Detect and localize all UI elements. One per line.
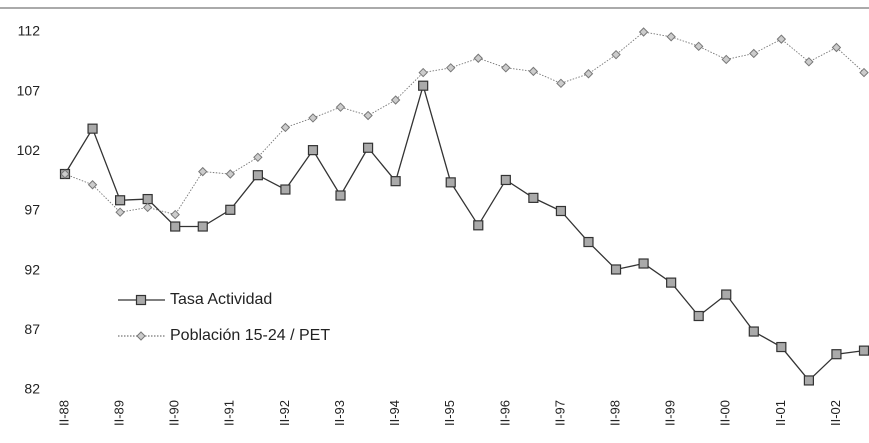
legend-label: Tasa Actividad xyxy=(170,291,272,308)
data-point xyxy=(170,209,180,220)
data-point xyxy=(142,193,153,205)
data-point xyxy=(390,176,401,187)
data-point xyxy=(87,180,98,190)
data-point xyxy=(142,202,153,213)
y-tick-label: 87 xyxy=(24,321,40,337)
y-tick-label: 112 xyxy=(18,23,41,39)
data-point xyxy=(362,142,374,153)
data-point xyxy=(446,63,456,73)
data-point xyxy=(280,184,291,195)
data-point xyxy=(198,166,208,177)
x-tick-label: II-88 xyxy=(56,400,71,426)
data-point xyxy=(280,122,291,133)
data-point xyxy=(555,205,567,217)
data-point xyxy=(859,67,869,78)
x-tick-label: II-93 xyxy=(332,400,347,426)
data-point xyxy=(87,123,98,134)
data-point xyxy=(390,95,401,105)
x-tick-label: II-92 xyxy=(277,400,292,426)
data-point xyxy=(831,42,842,53)
data-point xyxy=(858,345,869,356)
x-tick-label: II-95 xyxy=(442,400,457,426)
data-point xyxy=(583,69,594,79)
data-point xyxy=(500,174,511,186)
data-point xyxy=(776,34,787,44)
data-point xyxy=(501,63,511,73)
x-tick-label: II-00 xyxy=(718,400,733,426)
legend-marker xyxy=(136,331,146,341)
data-point xyxy=(610,264,622,275)
data-point xyxy=(115,195,126,206)
data-point xyxy=(804,57,814,67)
data-point xyxy=(115,207,125,217)
data-point xyxy=(776,341,787,353)
data-point xyxy=(583,236,594,248)
data-point xyxy=(721,54,731,65)
data-point xyxy=(473,53,483,63)
x-tick-label: II-90 xyxy=(167,400,182,426)
data-point xyxy=(473,220,484,231)
data-point xyxy=(253,152,263,163)
data-point xyxy=(611,49,621,60)
data-point xyxy=(252,170,263,181)
data-point xyxy=(749,48,759,59)
data-point xyxy=(197,221,208,232)
y-tick-label: 97 xyxy=(24,202,40,218)
y-tick-label: 92 xyxy=(24,261,40,277)
x-tick-label: II-89 xyxy=(112,400,127,426)
data-point xyxy=(638,258,649,269)
data-point xyxy=(693,41,704,52)
data-point xyxy=(308,113,318,123)
data-point xyxy=(666,32,676,42)
data-point xyxy=(418,67,428,78)
x-tick-label: II-94 xyxy=(387,400,402,426)
legend-label: Población 15-24 / PET xyxy=(170,327,330,344)
data-point xyxy=(693,310,704,322)
x-tick-label: II-91 xyxy=(222,400,237,426)
y-tick-label: 82 xyxy=(24,381,40,397)
data-point xyxy=(556,78,566,89)
data-point xyxy=(666,277,677,288)
x-tick-label: II-96 xyxy=(497,400,512,426)
data-point xyxy=(528,192,539,203)
data-point xyxy=(418,80,429,91)
data-point xyxy=(721,289,732,300)
data-point xyxy=(335,190,346,201)
data-point xyxy=(831,349,842,360)
series-line xyxy=(64,31,865,216)
data-point xyxy=(445,177,456,188)
data-point xyxy=(335,102,346,112)
data-point xyxy=(170,221,181,232)
x-tick-label: II-01 xyxy=(773,400,788,426)
x-tick-label: II-98 xyxy=(607,400,622,426)
data-point xyxy=(60,169,70,179)
legend-marker xyxy=(135,294,147,306)
x-tick-label: II-02 xyxy=(828,400,843,426)
data-point xyxy=(363,110,373,121)
y-tick-label: 102 xyxy=(17,142,41,158)
data-point xyxy=(638,27,649,37)
data-point xyxy=(307,145,319,156)
data-point xyxy=(803,375,814,386)
y-tick-label: 107 xyxy=(17,82,41,98)
data-point xyxy=(225,204,236,215)
data-point xyxy=(225,169,236,179)
x-tick-label: II-99 xyxy=(663,400,678,426)
x-tick-label: II-97 xyxy=(552,400,567,426)
data-point xyxy=(748,326,759,337)
data-point xyxy=(528,66,539,77)
